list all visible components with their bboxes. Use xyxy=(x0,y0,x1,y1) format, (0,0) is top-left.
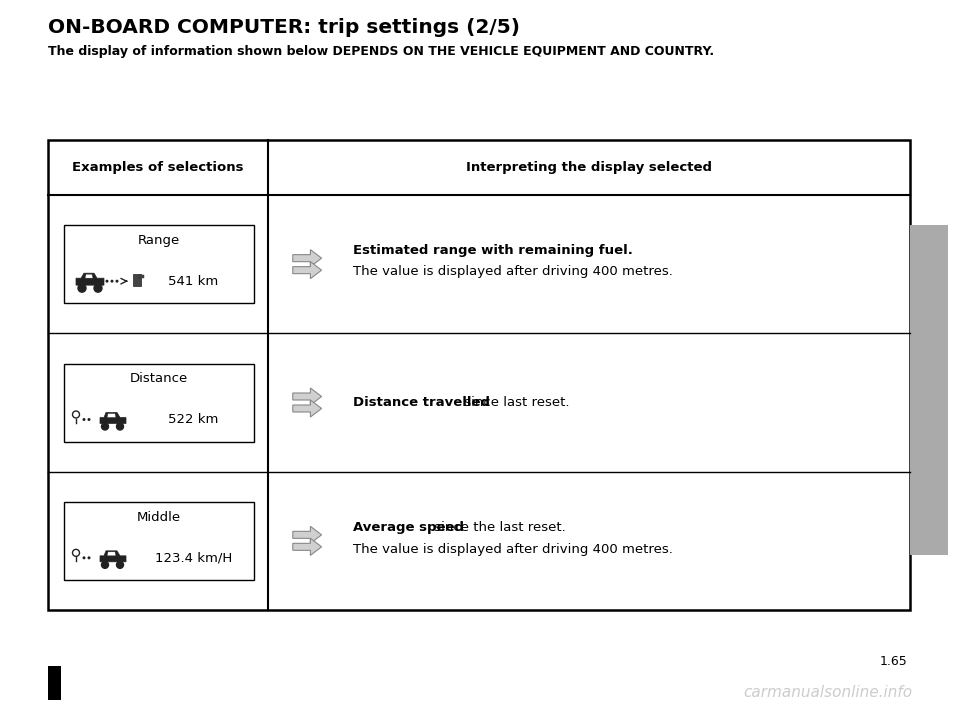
Text: 541 km: 541 km xyxy=(168,275,218,288)
Bar xyxy=(139,275,144,278)
Bar xyxy=(48,666,61,700)
Circle shape xyxy=(116,562,124,568)
Text: ON-BOARD COMPUTER: trip settings (2/5): ON-BOARD COMPUTER: trip settings (2/5) xyxy=(48,18,520,37)
Circle shape xyxy=(116,423,124,430)
Text: Distance travelled: Distance travelled xyxy=(353,396,490,409)
Bar xyxy=(910,225,948,555)
Text: 522 km: 522 km xyxy=(168,413,218,426)
Text: Middle: Middle xyxy=(137,510,181,524)
Text: Estimated range with remaining fuel.: Estimated range with remaining fuel. xyxy=(353,244,633,257)
Polygon shape xyxy=(85,274,93,278)
Polygon shape xyxy=(293,388,322,405)
Text: The value is displayed after driving 400 metres.: The value is displayed after driving 400… xyxy=(353,265,673,278)
Polygon shape xyxy=(76,273,104,285)
Circle shape xyxy=(83,418,85,421)
Text: The display of information shown below DEPENDS ON THE VEHICLE EQUIPMENT AND COUN: The display of information shown below D… xyxy=(48,45,714,58)
Circle shape xyxy=(78,284,86,293)
Text: since the last reset.: since the last reset. xyxy=(430,521,566,535)
Polygon shape xyxy=(293,526,322,543)
Circle shape xyxy=(102,562,108,568)
Text: carmanualsonline.info: carmanualsonline.info xyxy=(743,685,912,700)
Circle shape xyxy=(87,418,90,421)
Polygon shape xyxy=(107,413,116,417)
Polygon shape xyxy=(100,551,126,562)
Polygon shape xyxy=(293,262,322,278)
Text: Distance: Distance xyxy=(130,373,188,386)
Bar xyxy=(133,274,141,286)
Polygon shape xyxy=(293,250,322,267)
Polygon shape xyxy=(107,552,116,556)
Text: Average speed: Average speed xyxy=(353,521,464,535)
Polygon shape xyxy=(293,400,322,417)
Circle shape xyxy=(106,280,108,283)
Circle shape xyxy=(102,423,108,430)
Text: The value is displayed after driving 400 metres.: The value is displayed after driving 400… xyxy=(353,543,673,557)
Polygon shape xyxy=(293,538,322,555)
Text: Examples of selections: Examples of selections xyxy=(72,161,244,174)
Bar xyxy=(64,364,254,442)
Bar xyxy=(64,225,254,303)
Text: Range: Range xyxy=(138,234,180,247)
Circle shape xyxy=(83,557,85,559)
Circle shape xyxy=(87,557,90,559)
Polygon shape xyxy=(100,413,126,423)
Text: Interpreting the display selected: Interpreting the display selected xyxy=(466,161,712,174)
Circle shape xyxy=(94,284,102,293)
Circle shape xyxy=(110,280,113,283)
Bar xyxy=(64,502,254,580)
Text: since last reset.: since last reset. xyxy=(460,396,569,409)
Text: 123.4 km/H: 123.4 km/H xyxy=(155,552,231,564)
Text: 1.65: 1.65 xyxy=(879,655,907,668)
Bar xyxy=(48,140,910,610)
Circle shape xyxy=(115,280,118,283)
